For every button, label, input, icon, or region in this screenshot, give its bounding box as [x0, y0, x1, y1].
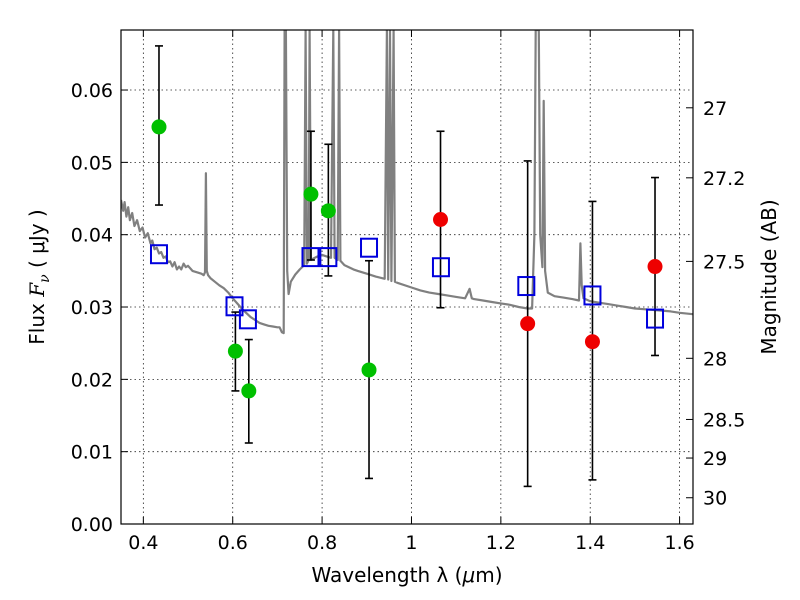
data-point	[303, 186, 319, 202]
model-photometry-point	[301, 247, 320, 268]
x-tick-label: 0.6	[218, 532, 248, 554]
data-point	[241, 383, 257, 399]
model-photometry-point	[360, 237, 379, 258]
x-tick-label: 1.2	[486, 532, 516, 554]
data-point	[361, 362, 377, 378]
mag-tick-label: 27	[703, 98, 727, 120]
data-point	[433, 211, 449, 227]
plot-frame	[120, 29, 694, 525]
model-photometry-point	[517, 276, 536, 297]
mag-tick-label: 30	[703, 488, 727, 510]
mag-tick-label: 28.5	[703, 409, 745, 431]
y-tick-label: 0.05	[71, 152, 113, 174]
x-tick-label: 1	[405, 532, 417, 554]
y2-axis-label: Magnitude (AB)	[757, 199, 781, 354]
x-tick-label: 1.6	[664, 532, 694, 554]
data-point	[227, 343, 243, 359]
data-point	[520, 316, 536, 332]
x-tick-label: 0.8	[307, 532, 337, 554]
model-photometry-point	[583, 285, 602, 306]
x-axis-label: Wavelength λ (μm)	[311, 563, 502, 587]
model-photometry-point	[149, 244, 168, 265]
grid-lines	[121, 30, 693, 524]
mag-tick-label: 28	[703, 348, 727, 370]
model-photometry-point	[646, 308, 665, 329]
mag-tick-label: 27.5	[703, 251, 745, 273]
model-spectrum-group	[121, 30, 693, 335]
model-photometry-point	[225, 296, 244, 317]
data-markers	[149, 119, 665, 399]
model-photometry-point	[319, 247, 338, 268]
x-tick-label: 0.4	[128, 532, 158, 554]
mag-tick-label: 29	[703, 448, 727, 470]
y-tick-label: 0.01	[71, 442, 113, 464]
y-tick-label: 0.03	[71, 297, 113, 319]
model-spectrum-line	[121, 30, 693, 335]
data-point	[320, 203, 336, 219]
data-point	[584, 334, 600, 350]
axis-ticks: 0.4 0.6 0.8 1 1.2 1.4 1.6 0.00 0.01 0.02 0.03 0.04 0…	[71, 30, 745, 554]
y-tick-label: 0.06	[71, 80, 113, 102]
y-tick-label: 0.02	[71, 369, 113, 391]
y-tick-label: 0.04	[71, 225, 113, 247]
model-photometry-point	[238, 309, 257, 330]
y-tick-label: 0.00	[71, 514, 113, 536]
x-tick-label: 1.4	[575, 532, 605, 554]
data-point	[151, 119, 167, 135]
y-axis-label: Flux Fν ( μJy )	[25, 209, 53, 344]
model-photometry-point	[431, 257, 450, 278]
mag-tick-label: 27.2	[703, 168, 745, 190]
data-point	[647, 259, 663, 275]
